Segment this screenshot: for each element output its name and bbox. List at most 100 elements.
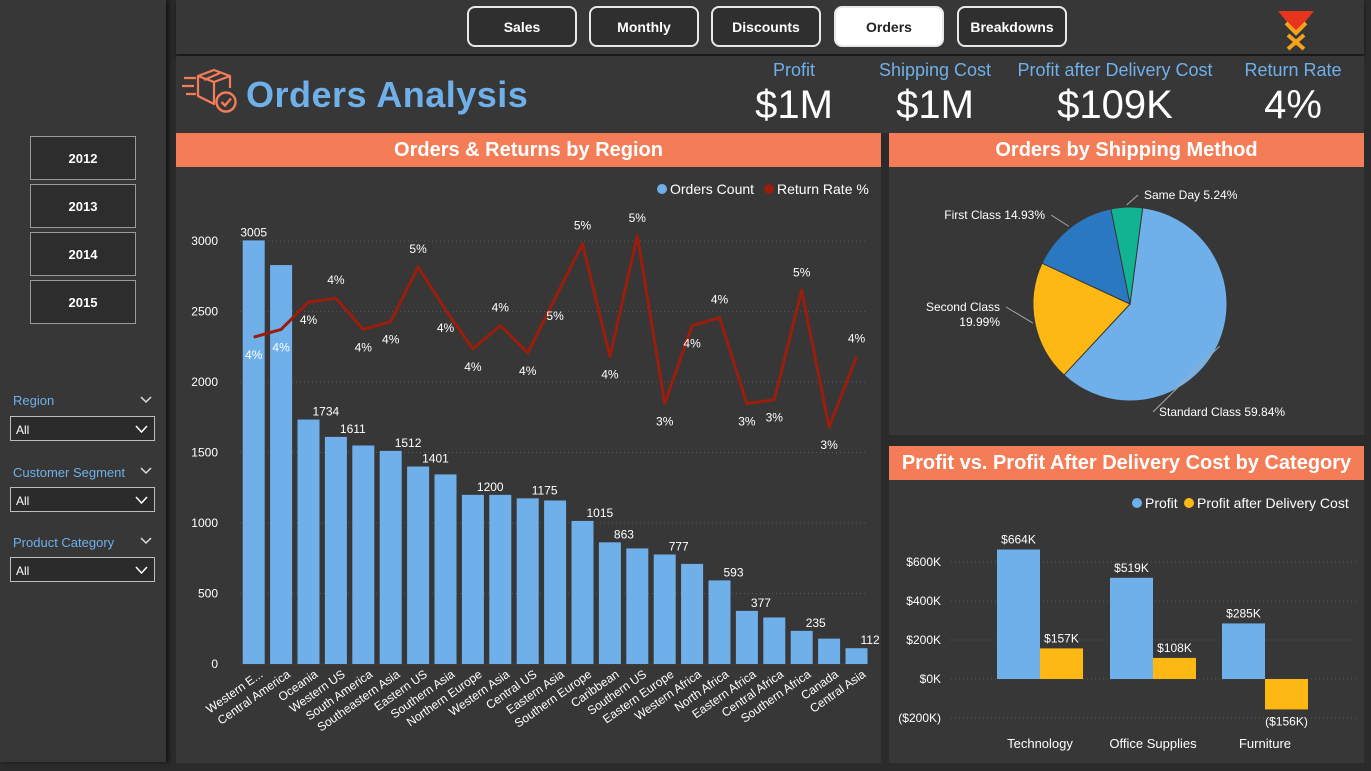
chevron-down-icon[interactable] — [140, 394, 152, 406]
pie-slice — [1110, 206, 1144, 305]
bar-profit-after-delivery — [1040, 648, 1083, 679]
bar-data-label: 235 — [806, 616, 826, 630]
year-button-2015[interactable]: 2015 — [30, 280, 136, 324]
bar-data-label: 1512 — [395, 436, 422, 450]
x-category-label: Office Supplies — [1109, 736, 1197, 751]
pie-slice — [1032, 262, 1131, 376]
line-data-label: 4% — [711, 293, 729, 307]
pie-slice-label: Second Class — [926, 300, 1000, 314]
bar-orders-count — [297, 419, 320, 664]
bar-orders-count — [845, 648, 868, 664]
y-tick-label: 1000 — [191, 516, 218, 530]
year-button-2012[interactable]: 2012 — [30, 136, 136, 180]
bar-data-label: 112 — [861, 633, 880, 647]
line-data-label: 4% — [437, 321, 455, 335]
y-tick-label: 3000 — [191, 234, 218, 248]
bar-orders-count — [571, 520, 594, 664]
segment-filter-label: Customer Segment — [13, 465, 125, 480]
line-data-label: 4% — [492, 301, 510, 315]
bar-data-label: $285K — [1226, 606, 1261, 620]
kpi-profit: Profit $1M — [754, 60, 834, 128]
bar-data-label: 1200 — [477, 480, 504, 494]
y-tick-label: $200K — [906, 633, 941, 647]
x-category-label: Technology — [1007, 736, 1073, 751]
kpi-return-rate: Return Rate 4% — [1236, 60, 1350, 128]
bar-orders-count — [763, 617, 786, 664]
bar-orders-count — [626, 548, 649, 664]
line-data-label: 4% — [519, 364, 537, 378]
line-data-label: 5% — [793, 265, 811, 279]
bar-data-label: 1611 — [340, 422, 366, 436]
bar-profit-after-delivery — [1265, 679, 1308, 710]
kpi-profit-after-delivery: Profit after Delivery Cost $109K — [1010, 60, 1220, 128]
chevron-down-icon[interactable] — [140, 465, 152, 477]
year-button-2014[interactable]: 2014 — [30, 232, 136, 276]
bar-data-label: 1015 — [587, 506, 614, 520]
tab-sales[interactable]: Sales — [467, 6, 577, 47]
line-data-label: 4% — [683, 337, 701, 351]
bar-orders-count — [681, 563, 704, 664]
kpi-label: Profit after Delivery Cost — [1017, 60, 1213, 80]
chevron-down-icon[interactable] — [140, 535, 152, 547]
line-data-label: 4% — [272, 340, 290, 354]
y-tick-label: 2500 — [191, 305, 218, 319]
bar-profit — [997, 549, 1040, 679]
filter-sidebar: 2012 2013 2014 2015 Region All Customer … — [0, 0, 166, 762]
page-title: Orders Analysis — [246, 74, 529, 115]
line-data-label: 4% — [327, 273, 345, 287]
pie-slice-label: Same Day 5.24% — [1144, 188, 1238, 202]
bar-orders-count — [598, 542, 621, 664]
tab-monthly[interactable]: Monthly — [589, 6, 699, 47]
bar-profit-after-delivery — [1153, 657, 1196, 679]
category-select[interactable]: All — [10, 557, 155, 582]
tab-breakdowns[interactable]: Breakdowns — [957, 6, 1067, 47]
y-tick-label: 1500 — [191, 446, 218, 460]
kpi-shipping-cost: Shipping Cost $1M — [874, 60, 996, 128]
region-select-value: All — [16, 423, 30, 437]
y-tick-label: 500 — [198, 587, 218, 601]
bar-data-label: 777 — [669, 539, 689, 553]
chart-title: Orders by Shipping Method — [889, 133, 1364, 167]
y-tick-label: $600K — [906, 555, 941, 569]
chevron-down-icon — [135, 496, 148, 505]
profit-category-chart: ($200K) $0K $200K $400K $600K Profit Profit af… — [898, 495, 1357, 751]
kpi-value: $109K — [1057, 83, 1173, 127]
bar-data-label: $157K — [1044, 631, 1079, 645]
bar-profit — [1110, 577, 1153, 679]
region-filter-label: Region — [13, 393, 55, 408]
line-data-label: 4% — [300, 313, 318, 327]
bar-data-label: 1401 — [422, 452, 449, 466]
x-category-label: Furniture — [1239, 736, 1291, 751]
line-data-label: 3% — [656, 415, 674, 429]
pie-leader-line — [1050, 214, 1069, 227]
bar-profit — [1222, 623, 1265, 679]
bar-data-label: 1734 — [313, 405, 340, 419]
chart-title: Profit vs. Profit After Delivery Cost by… — [889, 446, 1364, 480]
line-data-label: 3% — [820, 438, 838, 452]
bar-orders-count — [324, 436, 347, 664]
line-data-label: 4% — [355, 340, 373, 354]
region-select[interactable]: All — [10, 416, 155, 441]
tab-orders[interactable]: Orders — [834, 6, 944, 47]
bar-orders-count — [790, 630, 813, 664]
bar-data-label: 1175 — [532, 483, 558, 497]
line-data-label: 4% — [601, 368, 619, 382]
bar-orders-count — [516, 498, 539, 664]
y-tick-label: $0K — [920, 672, 941, 686]
bar-orders-count — [434, 474, 457, 664]
shipping-method-panel: Orders by Shipping Method Standard Class… — [889, 133, 1364, 435]
bar-data-label: 863 — [614, 527, 634, 541]
pie-slice-label: Standard Class 59.84% — [1159, 405, 1285, 419]
tab-discounts[interactable]: Discounts — [711, 6, 821, 47]
segment-select[interactable]: All — [10, 487, 155, 512]
bar-data-label: ($156K) — [1265, 714, 1308, 728]
bar-orders-count — [270, 265, 293, 664]
bar-orders-count — [735, 610, 758, 664]
year-button-2013[interactable]: 2013 — [30, 184, 136, 228]
y-tick-label: 2000 — [191, 375, 218, 389]
kpi-label: Shipping Cost — [878, 60, 992, 80]
segment-select-value: All — [16, 494, 30, 508]
return-rate-line — [253, 234, 858, 429]
bar-orders-count — [461, 494, 484, 664]
line-data-label: 4% — [382, 333, 400, 347]
